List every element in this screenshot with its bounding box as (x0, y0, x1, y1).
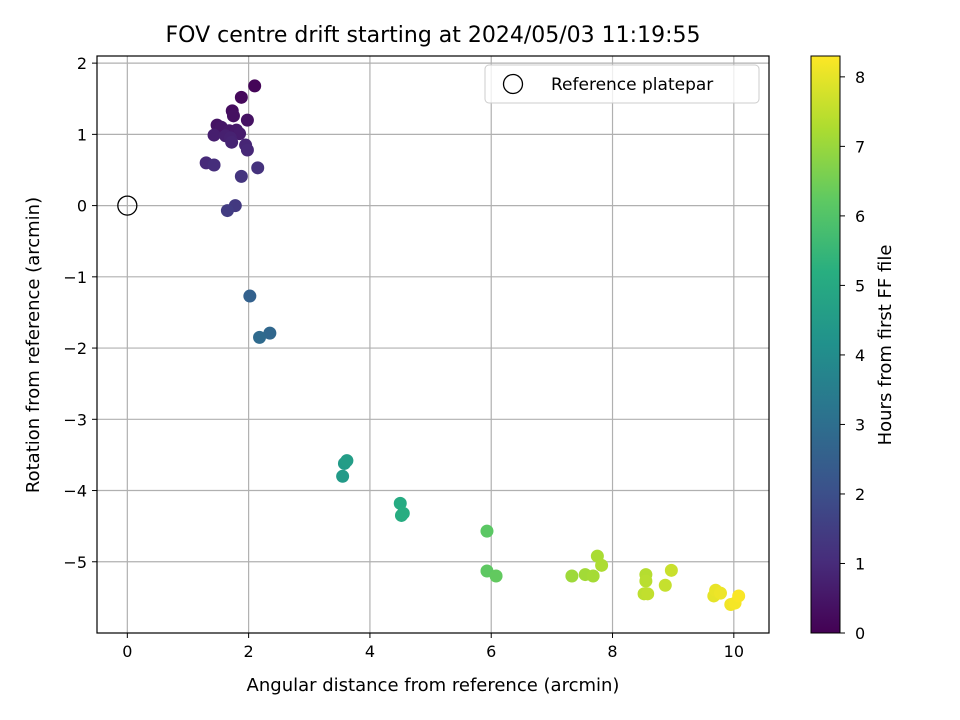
colorbar-tick-label: 0 (855, 624, 865, 643)
data-point (393, 496, 407, 510)
x-tick-label: 10 (724, 642, 744, 661)
data-points (117, 79, 746, 612)
x-tick-label: 0 (122, 642, 132, 661)
y-tick-label: 1 (77, 125, 87, 144)
data-point (251, 161, 265, 175)
data-point (336, 469, 350, 483)
data-point (207, 128, 221, 142)
x-tick-label: 6 (486, 642, 496, 661)
y-tick-label: 0 (77, 197, 87, 216)
y-tick-label: 2 (77, 54, 87, 73)
data-point (240, 113, 254, 127)
x-axis-label: Angular distance from reference (arcmin) (247, 675, 620, 696)
data-point (639, 574, 653, 588)
legend-box (484, 64, 760, 104)
data-point (226, 109, 240, 123)
data-point (220, 204, 234, 218)
colorbar-tick-label: 5 (855, 276, 865, 295)
data-point (586, 569, 600, 583)
x-axis-ticks: 0 2 4 6 8 10 (122, 633, 744, 661)
colorbar-tick-label: 2 (855, 485, 865, 504)
data-point (263, 326, 277, 340)
y-tick-label: −1 (63, 268, 87, 287)
data-point (340, 454, 354, 468)
data-point (396, 506, 410, 520)
data-point (658, 578, 672, 592)
colorbar-tick-label: 8 (855, 68, 865, 87)
x-tick-label: 4 (365, 642, 375, 661)
data-point (207, 158, 221, 172)
y-tick-label: −2 (63, 339, 87, 358)
plot-frame (96, 55, 770, 634)
y-tick-label: −4 (63, 482, 87, 501)
y-tick-label: −5 (63, 553, 87, 572)
data-point (234, 169, 248, 183)
legend-reference-marker (502, 73, 524, 95)
grid-lines (97, 56, 769, 633)
data-point (240, 143, 254, 157)
colorbar-tick-label: 7 (855, 137, 865, 156)
data-point (489, 569, 503, 583)
colorbar: 0 1 2 3 4 5 6 7 8 Hours from first FF file (810, 55, 896, 643)
legend-label-reference: Reference platepar (551, 75, 713, 95)
data-point (253, 330, 267, 344)
colorbar-tick-label: 3 (855, 415, 865, 434)
data-point (248, 79, 262, 93)
data-point (565, 569, 579, 583)
data-point (234, 90, 248, 104)
colorbar-label: Hours from first FF file (875, 245, 896, 446)
legend: Reference platepar (484, 64, 760, 104)
colorbar-tick-label: 4 (855, 346, 865, 365)
data-point (480, 524, 494, 538)
colorbar-ticks: 0 1 2 3 4 5 6 7 8 (840, 68, 865, 643)
data-point (595, 558, 609, 572)
data-point (641, 587, 655, 601)
colorbar-tick-label: 6 (855, 207, 865, 226)
x-tick-label: 8 (607, 642, 617, 661)
x-tick-label: 2 (244, 642, 254, 661)
colorbar-gradient (810, 55, 841, 634)
data-point (713, 586, 727, 600)
colorbar-tick-label: 1 (855, 554, 865, 573)
data-point (225, 135, 239, 149)
data-point (732, 589, 746, 603)
reference-platepar-marker (117, 195, 138, 216)
data-point (664, 563, 678, 577)
y-axis-label: Rotation from reference (arcmin) (23, 197, 44, 493)
y-tick-label: −3 (63, 410, 87, 429)
data-point (243, 289, 257, 303)
chart-title: FOV centre drift starting at 2024/05/03 … (166, 23, 701, 48)
y-axis-ticks: −5 −4 −3 −2 −1 0 1 2 (63, 54, 97, 572)
